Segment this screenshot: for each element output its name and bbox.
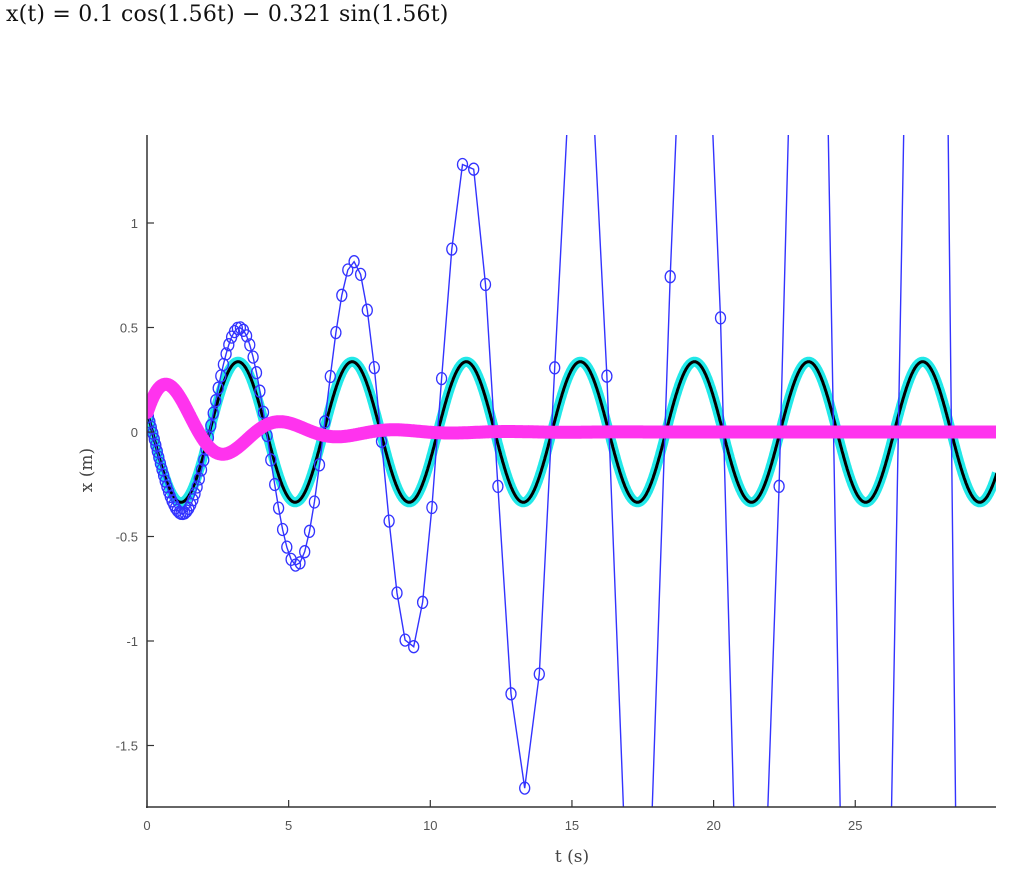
circle-marker	[191, 480, 203, 494]
circle-marker	[179, 506, 191, 520]
circle-marker	[269, 477, 281, 492]
circle-marker	[330, 325, 342, 340]
circle-marker	[276, 522, 289, 537]
circle-marker	[187, 493, 199, 507]
circle-marker	[426, 500, 438, 515]
circle-marker	[519, 781, 531, 795]
circle-marker	[220, 347, 232, 361]
circle-marker	[147, 426, 159, 440]
circle-marker	[265, 453, 277, 467]
circle-marker	[250, 366, 263, 380]
circle-marker	[773, 479, 785, 493]
circle-marker	[272, 501, 285, 515]
circle-marker	[247, 350, 259, 364]
circle-marker	[281, 540, 293, 554]
circle-marker	[294, 556, 306, 570]
circle-marker	[468, 162, 480, 176]
circle-marker	[195, 463, 208, 477]
circle-marker	[254, 384, 266, 398]
circle-marker	[154, 456, 167, 471]
y-tick-label: 0	[131, 425, 138, 440]
series-layer	[147, 135, 996, 807]
circle-marker	[257, 405, 270, 420]
circle-marker	[147, 420, 157, 435]
axes	[146, 135, 996, 808]
circle-marker	[244, 338, 256, 352]
circle-marker	[342, 263, 354, 277]
circle-marker	[223, 338, 235, 352]
circle-marker	[391, 586, 403, 600]
x-tick-label: 10	[423, 818, 437, 833]
circle-marker	[479, 277, 492, 292]
x-tick-label: 15	[565, 818, 579, 833]
circle-marker	[383, 514, 395, 528]
circle-marker	[324, 369, 336, 384]
circle-marker	[153, 450, 165, 465]
circle-marker	[150, 438, 162, 452]
x-tick-label: 25	[848, 818, 862, 833]
circle-marker	[193, 472, 205, 486]
y-tick-label: -1	[126, 634, 138, 649]
circle-marker	[601, 369, 613, 383]
x-tick-label: 0	[143, 818, 150, 833]
circle-marker	[456, 157, 469, 172]
circle-marker	[240, 329, 253, 343]
x-axis-label: t (s)	[555, 847, 589, 867]
circle-marker	[354, 267, 367, 282]
circle-marker	[664, 270, 676, 284]
y-tick-label: 0.5	[120, 321, 138, 336]
circle-marker	[156, 462, 168, 477]
circle-marker	[416, 595, 429, 609]
circle-marker	[319, 415, 331, 429]
circle-marker	[549, 361, 561, 375]
circle-marker	[207, 406, 219, 420]
circle-marker	[368, 360, 380, 375]
y-tick-label: 1	[131, 216, 138, 231]
black-steady-state-line	[147, 360, 996, 504]
circle-marker	[313, 458, 326, 472]
circle-marker	[408, 640, 420, 654]
magenta-transient-line	[147, 377, 996, 461]
x-tick-label: 20	[706, 818, 720, 833]
circle-marker	[151, 444, 163, 458]
circle-marker	[399, 633, 411, 647]
circle-marker	[714, 311, 727, 325]
circle-marker	[446, 242, 458, 256]
x-tick-label: 5	[285, 818, 292, 833]
circle-marker	[336, 288, 348, 302]
circle-marker	[361, 303, 373, 317]
circle-marker	[303, 524, 316, 538]
circle-marker	[308, 495, 321, 509]
circle-marker	[205, 419, 217, 433]
circle-marker	[148, 432, 160, 446]
circle-marker	[210, 394, 222, 408]
y-axis-label: x (m)	[77, 448, 97, 492]
circle-marker	[228, 324, 241, 339]
y-tick-label: -0.5	[116, 530, 138, 545]
circle-marker	[348, 255, 360, 269]
circle-marker	[189, 487, 201, 501]
equation-title: x(t) = 0.1 cos(1.56t) − 0.321 sin(1.56t)	[6, 2, 449, 27]
circle-marker	[299, 545, 311, 559]
circle-marker	[234, 321, 247, 335]
tick-labels: 0 5 10 15 20 25 1 0.5 0 -0.5 -1 -1.5	[116, 216, 863, 833]
circle-marker	[533, 667, 545, 681]
circle-marker	[435, 371, 448, 386]
y-tick-label: -1.5	[116, 739, 138, 754]
circle-marker	[492, 479, 504, 494]
circle-marker	[505, 687, 517, 701]
circle-marker	[212, 381, 224, 395]
